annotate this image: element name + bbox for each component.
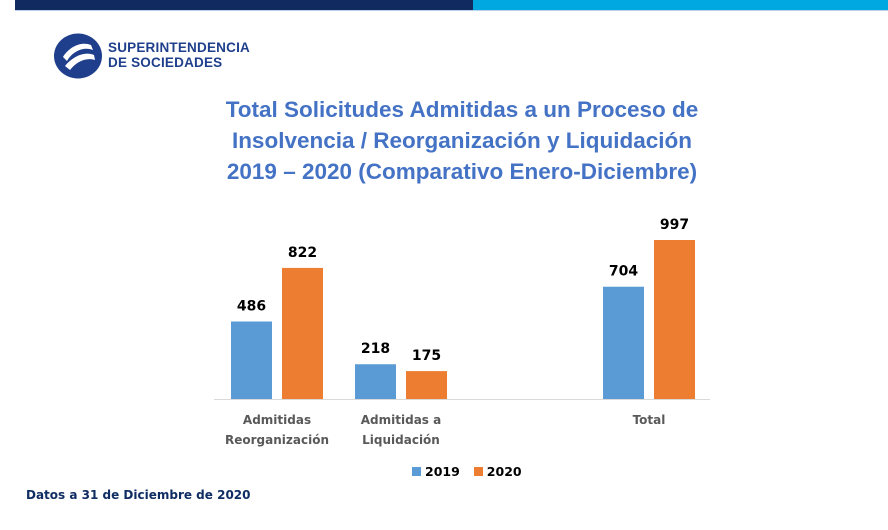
logo-text: SUPERINTENDENCIA DE SOCIEDADES: [108, 40, 250, 70]
bar-2020-cat-1: [406, 371, 447, 399]
category-label-1: Liquidación: [362, 433, 440, 447]
superintendencia-logo-icon: [54, 33, 102, 79]
legend-label-2019: 2019: [425, 463, 460, 479]
category-label-3: Total: [633, 413, 666, 427]
chart-title: Total Solicitudes Admitidas a un Proceso…: [150, 94, 774, 187]
bar-2019-cat-1: [355, 364, 396, 399]
data-label-2019-cat-0: 486: [237, 298, 266, 314]
legend-item-2020: 2020: [473, 463, 522, 479]
bar-2020-cat-0: [282, 267, 323, 399]
category-label-1: Admitidas a: [361, 413, 441, 427]
logo-text-line2: DE SOCIEDADES: [108, 55, 223, 70]
category-label-0: Reorganización: [225, 433, 329, 447]
chart-title-line: Insolvencia / Reorganización y Liquidaci…: [231, 128, 693, 153]
legend-swatch-2019: [412, 466, 421, 476]
category-label-0: Admitidas: [243, 413, 311, 427]
logo-text-line1: SUPERINTENDENCIA: [108, 40, 250, 55]
data-label-2020-cat-3: 997: [660, 217, 689, 233]
data-label-2019-cat-1: 218: [361, 341, 390, 357]
chart-title-line: Total Solicitudes Admitidas a un Proceso…: [225, 97, 699, 122]
data-label-2020-cat-0: 822: [288, 245, 317, 261]
legend-item-2019: 2019: [412, 464, 460, 479]
bar-2019-cat-3: [603, 286, 644, 399]
footnote: Datos a 31 de Diciembre de 2020: [26, 488, 251, 502]
chart-title-line: 2019 – 2020 (Comparativo Enero-Diciembre…: [226, 159, 698, 184]
legend: 2019 2020: [412, 462, 536, 480]
top-bar-dark-segment: [15, 0, 473, 10]
data-label-2019-cat-3: 704: [609, 264, 638, 280]
top-bar-shadow: [15, 10, 888, 11]
bar-2020-cat-3: [654, 240, 695, 399]
data-label-2020-cat-1: 175: [412, 348, 441, 364]
legend-swatch-2020: [473, 466, 483, 476]
top-bar-light-segment: [473, 0, 888, 10]
bar-2019-cat-0: [231, 321, 272, 399]
legend-label-2020: 2020: [486, 463, 522, 479]
